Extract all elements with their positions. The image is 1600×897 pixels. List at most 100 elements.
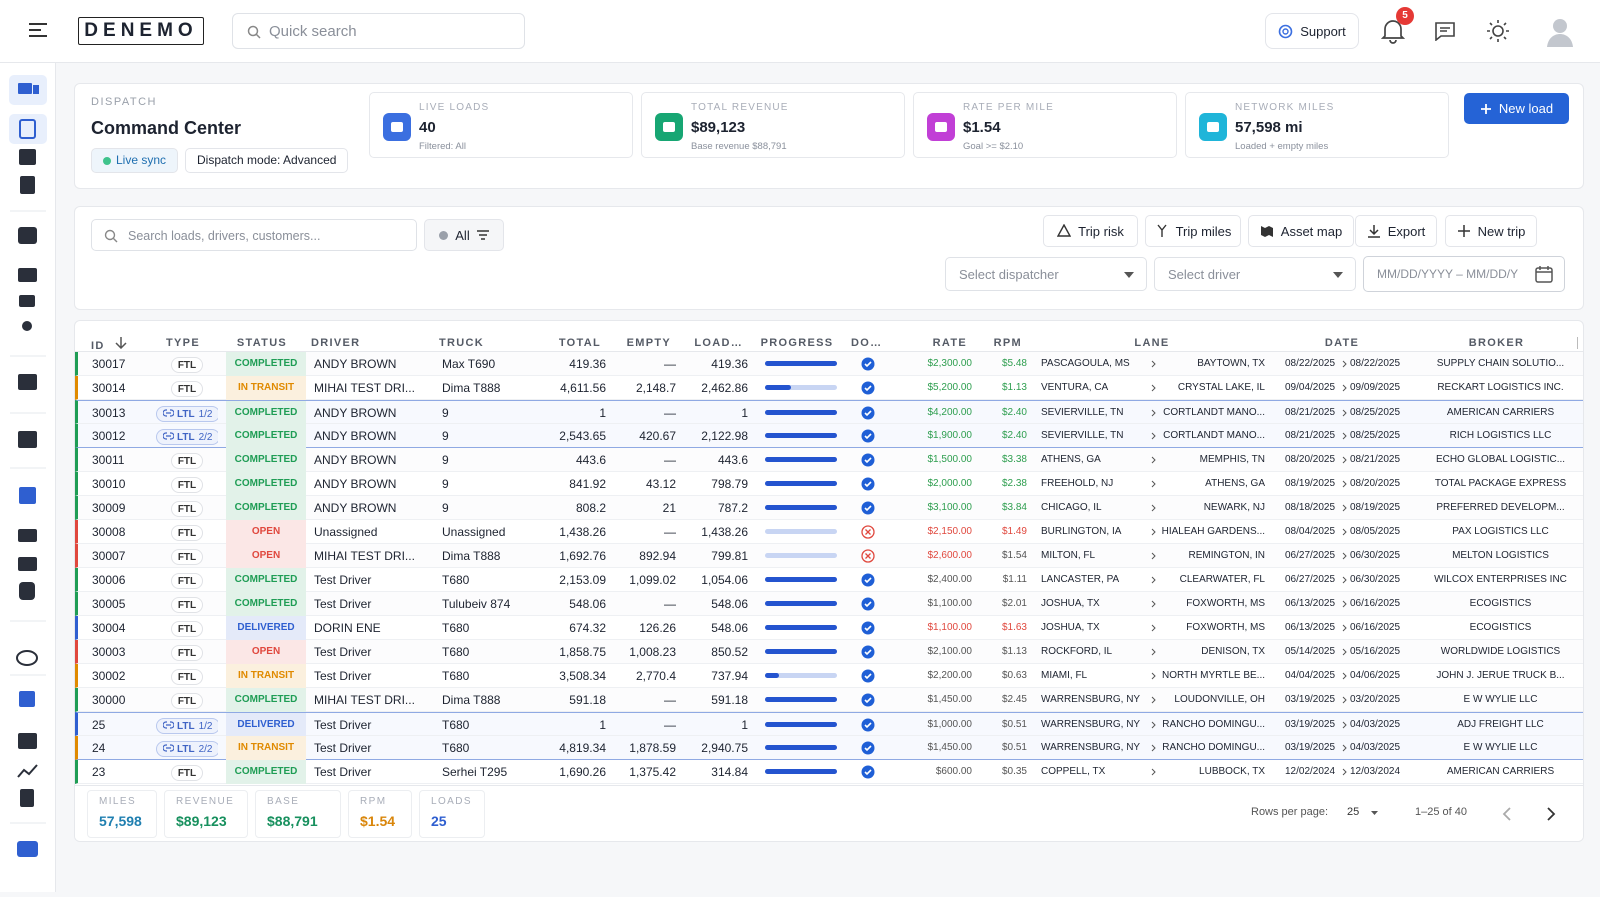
date-start: 08/18/2025 (1285, 502, 1336, 513)
logo[interactable]: DENEMO (78, 17, 204, 45)
broker: RICH LOGISTICS LLC (1449, 430, 1552, 441)
rows-value: 25 (1347, 806, 1360, 818)
total-miles: 1,690.26 (559, 765, 606, 779)
toolbar-button[interactable]: Asset map (1248, 215, 1354, 247)
nav-icon[interactable] (18, 83, 32, 94)
table-row[interactable]: 30006 FTL COMPLETED Test Driver T680 2,153.09… (75, 568, 1583, 592)
menu-button[interactable] (28, 22, 48, 38)
column-header[interactable]: TYPE (166, 337, 200, 349)
column-header[interactable]: TRUCK (439, 337, 484, 349)
nav-icon[interactable] (19, 119, 36, 139)
type-cell: FTL (156, 616, 218, 640)
nav-icon[interactable] (19, 582, 35, 600)
rows-per-page-select[interactable]: 25 (1347, 806, 1379, 818)
mode-chip[interactable]: Dispatch mode: Advanced (185, 148, 349, 173)
dropdown-caret (1124, 272, 1134, 278)
nav-icon[interactable] (17, 764, 38, 778)
column-header[interactable]: DRIVER (311, 337, 361, 349)
notifications-button[interactable] (1381, 18, 1405, 44)
table-row[interactable]: 30014 FTL IN TRANSIT MIHAI TEST DRI... Dima … (75, 376, 1583, 400)
nav-icon[interactable] (18, 431, 37, 448)
load-search[interactable]: Search loads, drivers, customers... (91, 219, 417, 251)
column-header[interactable]: ID (91, 337, 151, 352)
date-range[interactable]: MM/DD/YYYY – MM/DD/Y (1363, 256, 1565, 292)
date-arrow (1342, 472, 1350, 496)
theme-toggle[interactable] (1486, 19, 1510, 43)
nav-icon[interactable] (16, 650, 38, 666)
column-header[interactable]: LOAD… (694, 337, 743, 349)
table-row[interactable]: 25 LTL 1/2 DELIVERED Test Driver T680 1 — 1 $1,00… (75, 712, 1583, 737)
new-load-button[interactable]: New load (1464, 93, 1569, 124)
status-filter[interactable]: All (424, 219, 504, 251)
live-sync-chip[interactable]: Live sync (91, 148, 179, 173)
nav-icon[interactable] (22, 321, 32, 331)
rpm: $1.13 (1001, 646, 1027, 657)
table-row[interactable]: 30017 FTL COMPLETED ANDY BROWN Max T690 419.3… (75, 352, 1583, 376)
nav-icon[interactable] (18, 268, 37, 282)
column-header[interactable]: RATE (932, 337, 967, 349)
search-placeholder: Search loads, drivers, customers... (128, 229, 321, 243)
toolbar-button[interactable]: Trip miles (1145, 215, 1241, 247)
column-header[interactable]: EMPTY (626, 337, 671, 349)
chevron (1151, 624, 1156, 632)
table-row[interactable]: 30012 LTL 2/2 COMPLETED ANDY BROWN 9 2,543.65 4… (75, 424, 1583, 448)
table-row[interactable]: 30007 FTL OPEN MIHAI TEST DRI... Dima T888 1,… (75, 544, 1583, 568)
prev-page[interactable] (1502, 807, 1512, 821)
date-end: 06/30/2025 (1350, 550, 1401, 561)
progress-fill (765, 625, 837, 630)
load-id: 30004 (92, 621, 126, 635)
nav-icon[interactable] (18, 733, 37, 749)
table-row[interactable]: 30008 FTL OPEN Unassigned Unassigned 1,438.26… (75, 520, 1583, 544)
table-row[interactable]: 30005 FTL COMPLETED Test Driver Tulubeiv 874… (75, 592, 1583, 616)
nav-icon[interactable] (19, 487, 36, 504)
nav-icon[interactable] (19, 149, 36, 165)
column-header[interactable]: STATUS (236, 337, 288, 349)
toolbar-button[interactable]: Trip risk (1043, 215, 1138, 247)
column-header[interactable]: LANE (1134, 337, 1170, 349)
table-row[interactable]: 30013 LTL 1/2 COMPLETED ANDY BROWN 9 1 — 1 $4,200… (75, 400, 1583, 425)
quick-search[interactable]: Quick search (232, 13, 525, 49)
nav-icon[interactable] (18, 557, 37, 571)
table-row[interactable]: 24 LTL 2/2 IN TRANSIT Test Driver T680 4,819.3… (75, 736, 1583, 760)
support-button[interactable]: Support (1265, 13, 1359, 49)
column-header[interactable]: DATE (1324, 337, 1360, 349)
progress-track (765, 481, 837, 486)
dispatcher-select[interactable]: Select dispatcher (945, 257, 1147, 291)
lane-arrow (1151, 401, 1161, 425)
filters-card: Search loads, drivers, customers... All … (74, 206, 1584, 310)
next-page[interactable] (1546, 807, 1556, 821)
table-row[interactable]: 30002 FTL IN TRANSIT Test Driver T680 3,508.3… (75, 664, 1583, 688)
table-row[interactable]: 30000 FTL COMPLETED MIHAI TEST DRI... Dima T… (75, 688, 1583, 712)
nav-icon[interactable] (19, 295, 35, 307)
nav-icon[interactable] (17, 841, 38, 857)
toolbar-button[interactable]: Export (1355, 215, 1437, 247)
table-row[interactable]: 30011 FTL COMPLETED ANDY BROWN 9 443.6 — 443.6 $… (75, 448, 1583, 472)
nav-icon[interactable] (19, 691, 35, 707)
table-row[interactable]: 30009 FTL COMPLETED ANDY BROWN 9 808.2 21 787.2… (75, 496, 1583, 520)
column-header[interactable]: PROGRESS (760, 337, 834, 349)
type-chip: FTL (170, 669, 204, 685)
avatar[interactable] (1545, 16, 1575, 48)
table-row[interactable]: 30004 FTL DELIVERED DORIN ENE T680 674.32 126.… (75, 616, 1583, 640)
toolbar-button[interactable]: New trip (1445, 215, 1537, 247)
nav-icon[interactable] (18, 374, 37, 390)
column-header[interactable]: BROKER (1468, 337, 1525, 349)
column-header[interactable]: DO… (851, 337, 883, 349)
nav-icon[interactable] (33, 85, 39, 94)
table-row[interactable]: 30003 FTL OPEN Test Driver T680 1,858.75 1,008… (75, 640, 1583, 664)
date-arrow (1342, 352, 1350, 376)
nav-icon[interactable] (18, 529, 37, 542)
nav-icon[interactable] (20, 176, 35, 194)
nav-icon[interactable] (18, 227, 37, 244)
table-row[interactable]: 23 FTL COMPLETED Test Driver Serhei T295 1,69… (75, 760, 1583, 784)
column-header[interactable]: RPM (993, 337, 1022, 349)
driver-select[interactable]: Select driver (1154, 257, 1356, 291)
rpm: $3.84 (1001, 502, 1027, 513)
kpi-sub: Loaded + empty miles (1235, 141, 1329, 152)
type-label: LTL (177, 721, 195, 732)
nav-icon[interactable] (20, 789, 34, 807)
button-icon-svg (1367, 225, 1380, 238)
messages-button[interactable] (1434, 21, 1456, 41)
table-row[interactable]: 30010 FTL COMPLETED ANDY BROWN 9 841.92 43.12 7… (75, 472, 1583, 496)
column-header[interactable]: TOTAL (558, 337, 601, 349)
